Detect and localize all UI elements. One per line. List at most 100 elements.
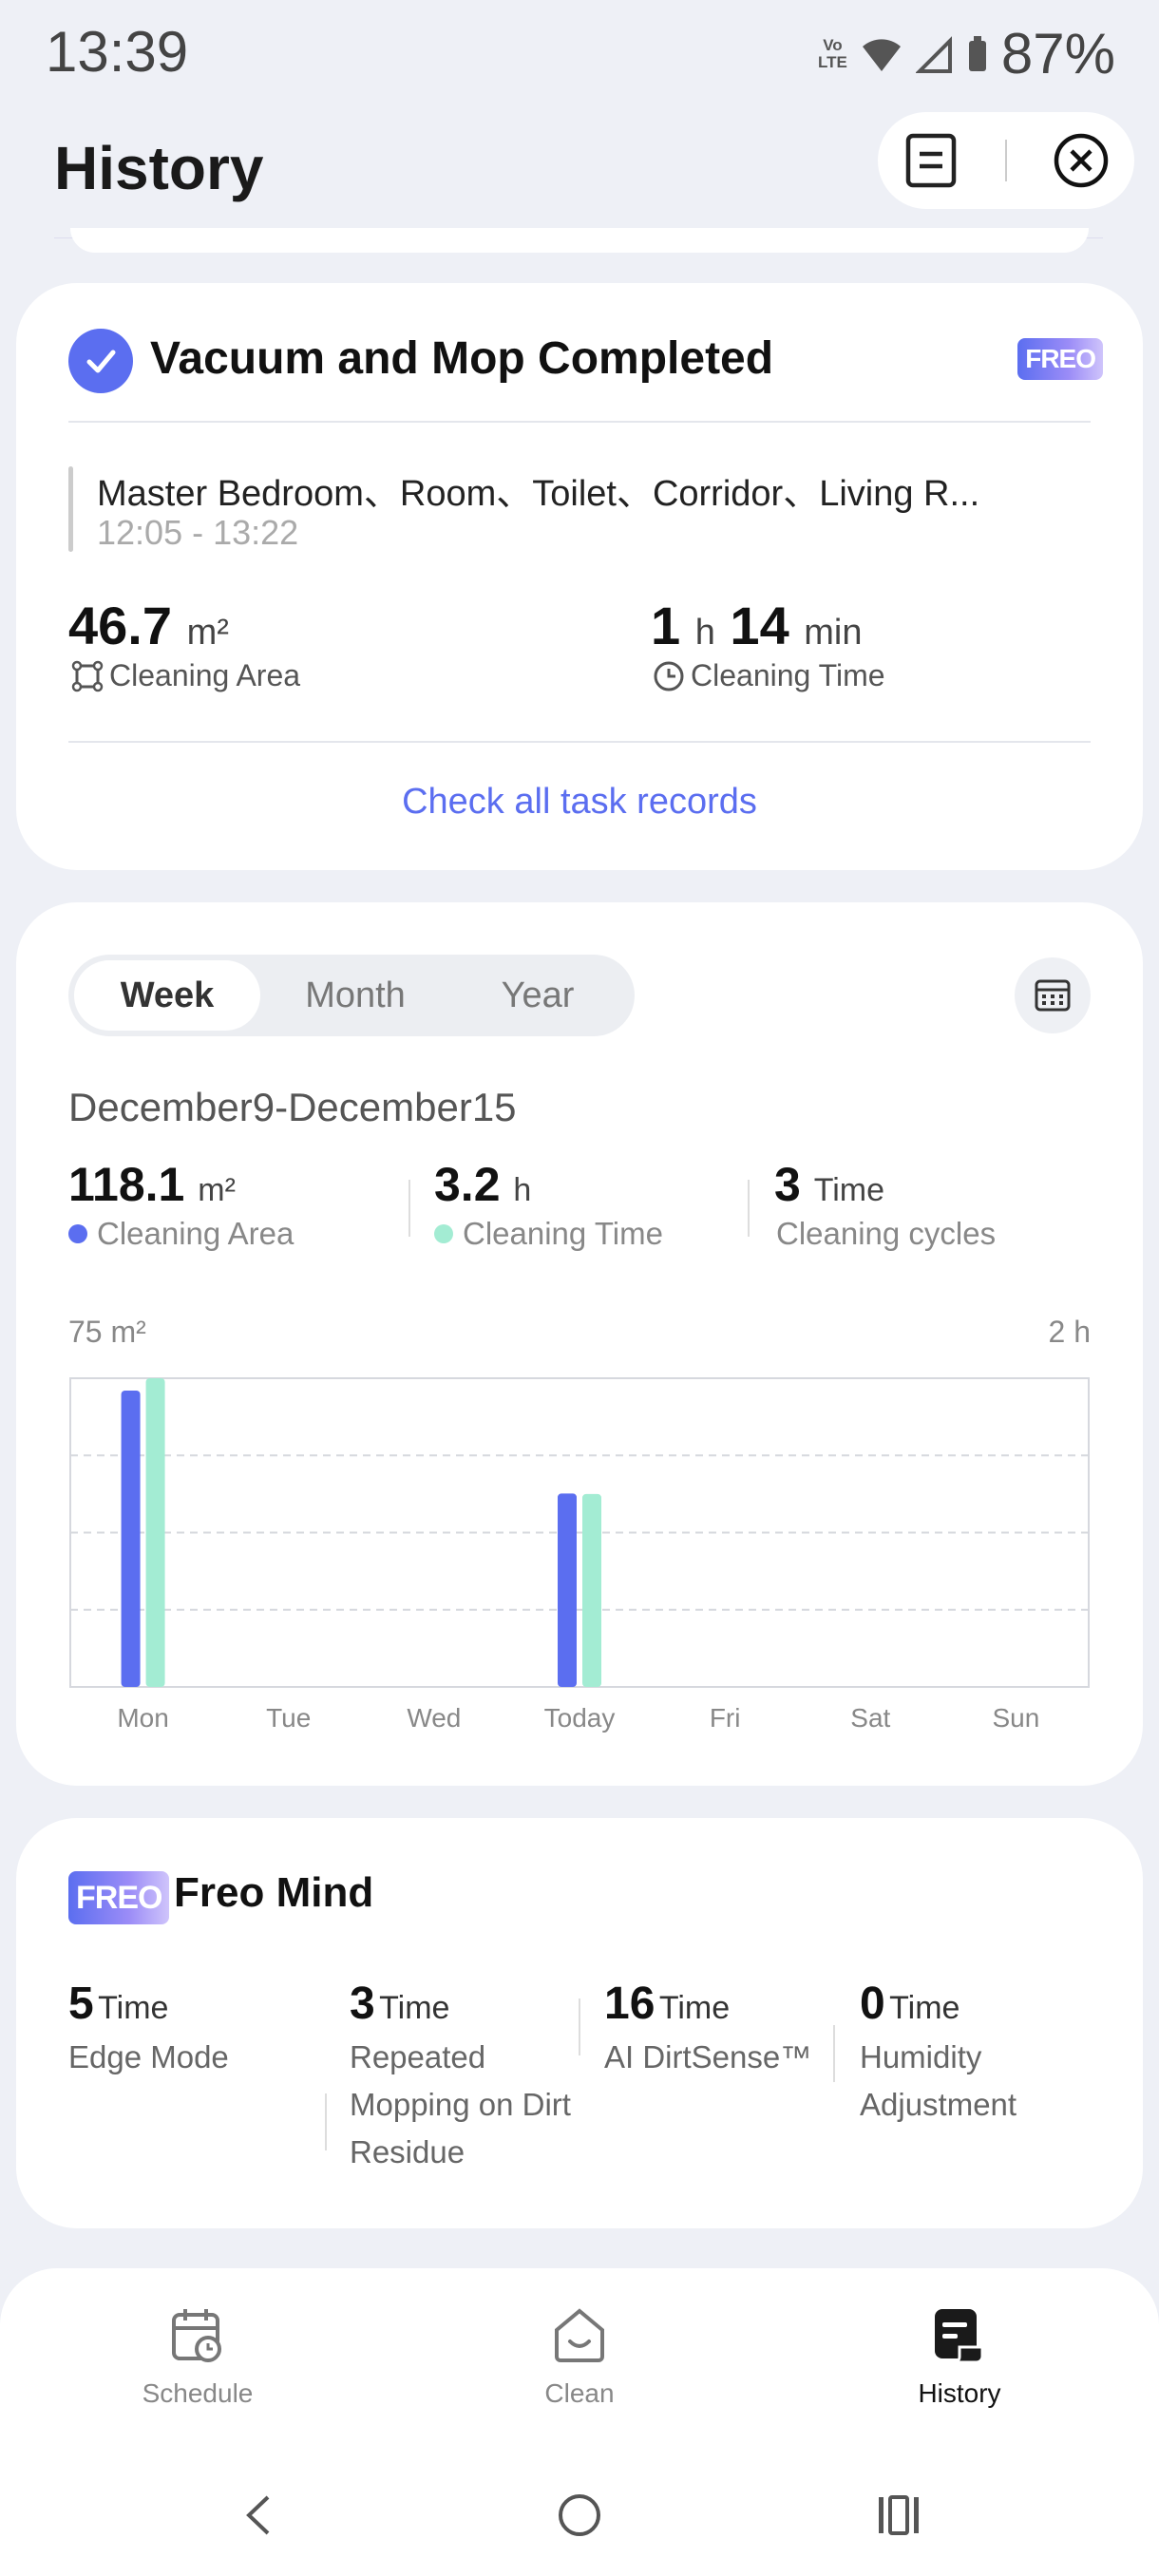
chart-bar-area [558, 1493, 577, 1687]
mind-unit: Time [379, 1990, 450, 2026]
chart-bar-area [121, 1391, 141, 1687]
chart-x-tick-label: Mon [117, 1703, 168, 1733]
week-time-number: 3.2 [434, 1158, 501, 1211]
area-label-text: Cleaning Area [109, 658, 301, 692]
nav-history[interactable]: History [836, 2302, 1083, 2409]
mind-item-dirtsense: 16 Time AI DirtSense™ [604, 1978, 842, 2081]
mind-unit: Time [658, 1990, 731, 2026]
chart-x-tick-label: Sun [993, 1703, 1040, 1733]
chart-bar-time [145, 1378, 165, 1687]
clock-icon [654, 661, 684, 691]
page-title: History [54, 134, 264, 202]
back-chevron-icon [246, 2495, 270, 2535]
mind-label: AI DirtSense™ [604, 2039, 812, 2074]
task-title: Vacuum and Mop Completed [150, 333, 774, 384]
nav-schedule[interactable]: Schedule [74, 2302, 321, 2409]
status-icons: Vo LTE 87% [818, 21, 1115, 86]
duration-minutes-unit: min [804, 613, 863, 653]
week-area-value: 118.1 m² [68, 1157, 236, 1212]
home-smile-icon [555, 2308, 604, 2362]
chart-bar-time [582, 1493, 601, 1687]
tab-week[interactable]: Week [74, 960, 260, 1031]
chart-x-tick-label: Wed [407, 1703, 461, 1733]
system-home-button[interactable] [532, 2477, 627, 2553]
stat-divider [408, 1180, 410, 1237]
divider [68, 421, 1091, 423]
week-cycles-value: 3 Time [774, 1157, 884, 1212]
task-rooms: Master Bedroom、Room、Toilet、Corridor、Livi… [97, 474, 980, 514]
week-time-label-text: Cleaning Time [463, 1216, 663, 1251]
freo-mind-title: Freo Mind [174, 1869, 374, 1916]
header-divider [1004, 140, 1007, 181]
mind-unit: Time [889, 1990, 960, 2026]
stat-divider [748, 1180, 750, 1237]
freo-mind-card: FREO Freo Mind 5 Time Edge Mode 3 Time R… [16, 1818, 1143, 2228]
rooms-accent-bar [68, 466, 73, 552]
home-circle-icon [559, 2494, 600, 2536]
mind-item-edge-mode: 5 Time Edge Mode [68, 1978, 325, 2081]
mind-divider [579, 1998, 580, 2055]
bottom-navigation: Schedule Clean History [0, 2268, 1159, 2576]
last-task-card[interactable]: Vacuum and Mop Completed FREO Master Bed… [16, 283, 1143, 870]
date-range: December9-December15 [68, 1085, 517, 1129]
calendar-icon [1035, 979, 1071, 1012]
week-area-number: 118.1 [68, 1158, 185, 1211]
duration-label: Cleaning Time [653, 658, 885, 693]
mind-item-repeated-mopping: 3 Time Repeated Mopping on Dirt Residue [350, 1978, 578, 2176]
nav-label: Schedule [142, 2378, 254, 2408]
duration-value: 1 h 14 min [651, 595, 863, 656]
mind-value: 16 [604, 1979, 656, 2029]
recents-icon [879, 2495, 919, 2535]
area-icon [71, 660, 104, 691]
mind-label: Edge Mode [68, 2039, 229, 2074]
tab-year[interactable]: Year [501, 975, 575, 1015]
chart-x-tick-label: Today [544, 1703, 616, 1733]
volte-icon: Vo LTE [818, 35, 847, 71]
area-legend-dot [68, 1224, 87, 1243]
battery-percent: 87% [1000, 22, 1115, 85]
duration-hours: 1 [651, 596, 681, 655]
period-tabs: Week Month Year [68, 955, 635, 1036]
system-back-button[interactable] [211, 2477, 306, 2553]
calendar-button[interactable] [1015, 957, 1091, 1033]
nav-clean[interactable]: Clean [456, 2302, 703, 2409]
week-cycles-number: 3 [774, 1158, 801, 1211]
week-time-value: 3.2 h [434, 1157, 531, 1212]
week-area-unit: m² [198, 1172, 236, 1208]
duration-label-text: Cleaning Time [691, 658, 885, 692]
area-unit: m² [186, 613, 229, 653]
calendar-clock-icon [172, 2309, 221, 2362]
report-button[interactable] [900, 129, 962, 192]
week-time-unit: h [513, 1172, 532, 1208]
week-cycles-label-text: Cleaning cycles [776, 1216, 997, 1251]
history-doc-icon [935, 2309, 984, 2364]
chart-x-tick-label: Sat [850, 1703, 890, 1733]
week-area-label: Cleaning Area [68, 1216, 294, 1252]
nav-label: History [918, 2378, 1001, 2408]
mind-item-humidity: 0 Time Humidity Adjustment [860, 1978, 1107, 2129]
divider [68, 741, 1091, 743]
system-recents-button[interactable] [851, 2477, 946, 2553]
area-value: 46.7 m² [68, 595, 229, 656]
page-header: History [0, 104, 1159, 228]
week-area-label-text: Cleaning Area [97, 1216, 294, 1251]
chart-x-tick-label: Fri [710, 1703, 741, 1733]
week-time-label: Cleaning Time [434, 1216, 663, 1252]
y-axis-left-max: 75 m² [68, 1315, 146, 1349]
document-icon [905, 133, 956, 188]
mind-unit: Time [98, 1990, 169, 2026]
close-button[interactable] [1050, 129, 1112, 192]
check-all-records-link[interactable]: Check all task records [402, 782, 757, 822]
mind-value: 5 [68, 1979, 94, 2029]
time-legend-dot [434, 1224, 453, 1243]
status-bar: 13:39 Vo LTE 87% [0, 0, 1159, 104]
freo-badge: FREO [1017, 338, 1103, 380]
duration-minutes: 14 [730, 596, 789, 655]
signal-icon [915, 35, 952, 73]
mind-label: Repeated Mopping on Dirt Residue [350, 2039, 571, 2169]
status-time: 13:39 [46, 20, 189, 84]
area-label: Cleaning Area [71, 658, 300, 693]
week-cycles-unit: Time [813, 1172, 885, 1208]
tab-month[interactable]: Month [305, 975, 406, 1015]
freo-mind-badge: FREO [68, 1871, 170, 1924]
